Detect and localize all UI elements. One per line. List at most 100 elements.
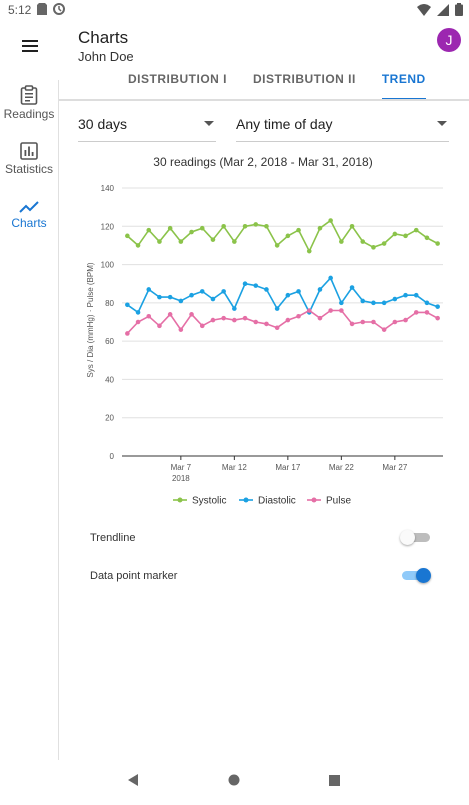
status-time: 5:12 bbox=[8, 3, 32, 17]
status-bar: 5:12 bbox=[0, 0, 469, 20]
data-point-pulse bbox=[157, 323, 162, 329]
data-point-diastolic bbox=[146, 287, 152, 292]
data-point-pulse bbox=[189, 312, 194, 317]
trendline-switch[interactable] bbox=[400, 530, 430, 545]
data-point-pulse bbox=[125, 331, 130, 336]
tab-trend[interactable]: TREND bbox=[381, 72, 426, 100]
x-tick-label: Mar 12 bbox=[222, 463, 247, 472]
markers-switch[interactable] bbox=[402, 568, 431, 583]
data-point-diastolic bbox=[125, 302, 130, 308]
data-point-pulse bbox=[413, 310, 419, 315]
x-tick-label: Mar 22 bbox=[329, 463, 354, 472]
menu-button[interactable] bbox=[18, 34, 42, 58]
data-point-pulse bbox=[435, 315, 440, 321]
chevron-down-icon bbox=[204, 121, 214, 126]
data-point-systolic bbox=[221, 223, 226, 229]
data-point-diastolic bbox=[435, 304, 440, 309]
chart-legend: Systolic Diastolic Pulse bbox=[173, 496, 351, 507]
series-line-diastolic bbox=[126, 276, 438, 315]
data-point-pulse bbox=[392, 319, 398, 325]
data-point-systolic bbox=[413, 227, 419, 233]
time-of-day-dropdown[interactable]: Any time of day bbox=[236, 113, 449, 142]
data-point-diastolic bbox=[242, 281, 248, 287]
data-point-systolic bbox=[135, 243, 141, 248]
data-point-pulse bbox=[264, 321, 269, 327]
data-point-systolic bbox=[349, 223, 355, 229]
data-point-systolic bbox=[360, 239, 366, 244]
data-point-diastolic bbox=[264, 287, 269, 292]
data-point-systolic bbox=[285, 233, 291, 239]
recents-icon[interactable] bbox=[329, 775, 340, 786]
system-nav-bar bbox=[0, 760, 469, 800]
data-point-diastolic bbox=[167, 294, 173, 300]
x-tick-label: Mar 7 bbox=[171, 463, 192, 472]
data-point-systolic bbox=[157, 239, 162, 244]
data-point-pulse bbox=[253, 319, 259, 325]
data-point-diastolic bbox=[285, 292, 291, 298]
time-of-day-value: Any time of day bbox=[236, 116, 333, 132]
data-point-pulse bbox=[317, 315, 323, 321]
data-point-pulse bbox=[242, 315, 248, 321]
legend-label-diastolic: Diastolic bbox=[258, 496, 296, 507]
switch-knob bbox=[400, 530, 415, 545]
data-point-systolic bbox=[435, 241, 440, 246]
clipboard-icon bbox=[20, 85, 38, 105]
data-point-systolic bbox=[339, 239, 344, 244]
avatar[interactable]: J bbox=[437, 28, 461, 52]
trendline-toggle-row: Trendline bbox=[90, 528, 430, 550]
trend-line-icon bbox=[19, 201, 39, 213]
data-point-systolic bbox=[274, 243, 280, 248]
data-point-diastolic bbox=[157, 294, 162, 300]
data-point-systolic bbox=[296, 227, 301, 233]
y-tick-label: 80 bbox=[105, 299, 114, 308]
data-point-diastolic bbox=[253, 283, 259, 288]
x-tick-sublabel: 2018 bbox=[172, 474, 190, 483]
data-point-systolic bbox=[328, 218, 333, 223]
data-point-diastolic bbox=[413, 292, 419, 298]
data-point-systolic bbox=[178, 239, 184, 244]
legend-label-systolic: Systolic bbox=[192, 496, 226, 507]
sidebar-label-statistics: Statistics bbox=[4, 162, 53, 176]
data-point-diastolic bbox=[210, 296, 216, 302]
data-point-diastolic bbox=[392, 296, 398, 302]
series-line-pulse bbox=[126, 309, 438, 335]
series-line-systolic bbox=[126, 219, 438, 254]
sidebar-item-charts[interactable]: Charts bbox=[0, 200, 58, 230]
chart-series bbox=[125, 218, 440, 336]
tab-distribution-2[interactable]: DISTRIBUTION II bbox=[253, 72, 356, 86]
data-point-pulse bbox=[360, 319, 366, 325]
data-point-systolic bbox=[371, 245, 376, 250]
chevron-down-icon bbox=[437, 121, 447, 126]
home-icon[interactable] bbox=[228, 774, 240, 786]
data-point-pulse bbox=[424, 310, 430, 315]
data-point-systolic bbox=[392, 231, 398, 237]
data-point-diastolic bbox=[349, 285, 355, 290]
data-point-systolic bbox=[317, 225, 323, 231]
legend-label-pulse: Pulse bbox=[326, 496, 351, 507]
tab-distribution-1[interactable]: DISTRIBUTION I bbox=[128, 72, 227, 86]
data-point-systolic bbox=[167, 225, 173, 231]
data-point-pulse bbox=[167, 312, 173, 317]
sidebar-item-statistics[interactable]: Statistics bbox=[0, 142, 58, 176]
data-point-pulse bbox=[210, 317, 216, 323]
data-point-diastolic bbox=[135, 310, 141, 315]
wifi-icon bbox=[417, 3, 431, 19]
legend-marker bbox=[177, 497, 183, 503]
data-point-diastolic bbox=[178, 298, 184, 304]
data-point-diastolic bbox=[296, 289, 301, 294]
markers-label: Data point marker bbox=[90, 570, 178, 582]
back-icon[interactable] bbox=[128, 774, 138, 786]
data-point-diastolic bbox=[317, 287, 323, 292]
sidebar-item-readings[interactable]: Readings bbox=[0, 85, 58, 121]
x-tick-label: Mar 27 bbox=[382, 463, 407, 472]
period-dropdown[interactable]: 30 days bbox=[78, 113, 216, 142]
data-point-pulse bbox=[199, 323, 205, 329]
data-point-diastolic bbox=[232, 306, 237, 311]
sync-icon bbox=[53, 3, 65, 18]
side-navigation: Readings Statistics Charts bbox=[0, 80, 59, 760]
data-point-diastolic bbox=[328, 275, 333, 281]
data-point-pulse bbox=[328, 308, 333, 313]
data-point-pulse bbox=[349, 321, 355, 327]
battery-icon bbox=[455, 3, 463, 19]
data-point-diastolic bbox=[274, 306, 280, 311]
